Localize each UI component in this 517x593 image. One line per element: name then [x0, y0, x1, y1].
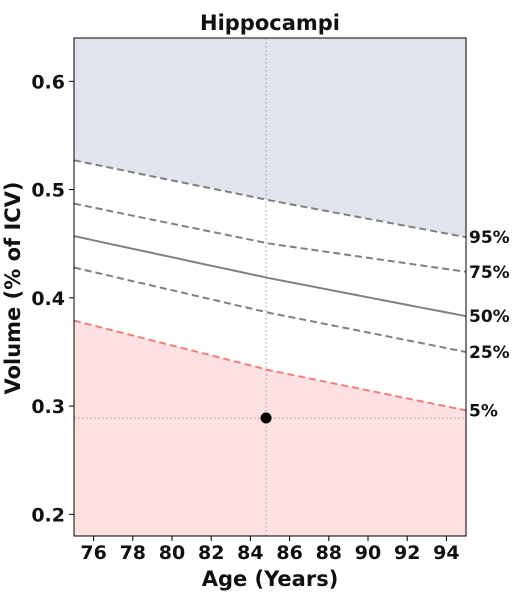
- x-tick-label: 90: [355, 542, 381, 564]
- upper-region: [74, 38, 466, 238]
- percentile-label-75: 75%: [469, 263, 510, 283]
- chart-title: Hippocampi: [200, 11, 340, 35]
- percentile-line-50: [73, 235, 467, 318]
- percentile-label-25: 25%: [469, 343, 510, 363]
- y-tick-label: 0.5: [31, 180, 65, 202]
- subject-point: [260, 412, 272, 424]
- x-tick-label: 84: [237, 542, 263, 564]
- x-tick-label: 88: [316, 542, 342, 564]
- x-tick-label: 94: [433, 542, 459, 564]
- percentile-label-5: 5%: [469, 401, 498, 421]
- percentile-line-5: [73, 319, 467, 412]
- x-tick-label: 86: [276, 542, 302, 564]
- y-tick-label: 0.4: [31, 288, 65, 310]
- percentile-line-75: [73, 202, 467, 273]
- x-axis-title: Age (Years): [202, 567, 339, 591]
- percentile-label-95: 95%: [469, 228, 510, 248]
- plot-frame: [73, 37, 467, 537]
- percentile-line-25: [73, 266, 467, 353]
- y-tick-label: 0.6: [31, 71, 65, 93]
- x-tick-label: 76: [80, 542, 106, 564]
- percentile-line-95: [73, 159, 467, 239]
- x-tick-label: 80: [159, 542, 185, 564]
- y-axis-title: Volume (% of ICV): [1, 181, 25, 394]
- x-tick-label: 92: [394, 542, 420, 564]
- y-tick-label: 0.3: [31, 396, 65, 418]
- percentile-label-50: 50%: [469, 307, 510, 327]
- x-tick-label: 82: [198, 542, 224, 564]
- y-tick-label: 0.2: [31, 504, 65, 526]
- lower-region: [74, 320, 466, 536]
- x-tick-label: 78: [120, 542, 146, 564]
